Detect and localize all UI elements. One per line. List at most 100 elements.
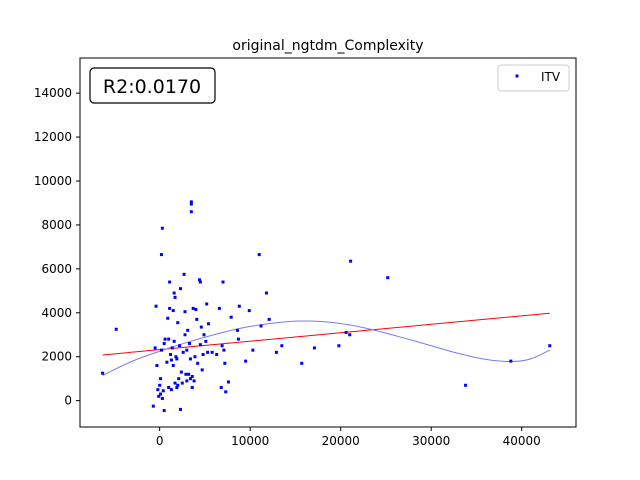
data-point	[165, 360, 169, 364]
data-point	[229, 315, 233, 319]
data-point	[162, 409, 166, 413]
data-point	[235, 328, 239, 332]
data-point	[156, 388, 160, 392]
data-point	[237, 304, 241, 308]
data-point	[172, 291, 176, 295]
data-point	[217, 306, 221, 310]
data-point	[197, 278, 201, 282]
data-point	[221, 280, 225, 284]
data-point	[247, 309, 251, 313]
y-tick-label: 14000	[34, 86, 72, 100]
data-point	[178, 407, 182, 411]
data-point	[215, 353, 219, 357]
data-point	[175, 357, 179, 361]
y-tick-label: 12000	[34, 130, 72, 144]
data-point	[189, 210, 193, 214]
data-point	[162, 342, 166, 346]
data-point	[349, 259, 353, 263]
data-point	[188, 357, 192, 361]
data-point	[185, 379, 189, 383]
data-point	[158, 383, 162, 387]
data-point	[509, 359, 513, 363]
data-point	[280, 344, 284, 348]
data-point	[193, 355, 197, 359]
data-point	[202, 333, 206, 337]
data-point	[168, 306, 172, 310]
data-point	[189, 200, 193, 204]
data-point	[194, 307, 198, 311]
data-point	[192, 379, 196, 383]
data-point	[155, 364, 159, 367]
data-point	[187, 372, 191, 376]
data-point	[174, 355, 178, 359]
data-point	[184, 372, 188, 376]
data-point	[196, 361, 200, 365]
data-point	[206, 350, 210, 354]
data-point	[154, 304, 158, 308]
data-point	[191, 306, 195, 310]
data-point	[226, 380, 230, 384]
data-point	[210, 350, 214, 354]
polynomial-fit-curve	[102, 320, 550, 376]
data-point	[173, 381, 177, 385]
x-tick-label: 40000	[503, 434, 541, 448]
data-point	[159, 392, 163, 396]
data-point	[181, 350, 185, 354]
data-point	[168, 280, 172, 284]
x-tick-label: 20000	[322, 434, 360, 448]
data-point	[188, 377, 192, 381]
data-point	[205, 302, 209, 306]
data-point	[178, 344, 182, 348]
data-point	[337, 344, 341, 348]
data-point	[101, 371, 105, 375]
data-point	[348, 333, 352, 337]
data-point	[160, 226, 164, 230]
data-point	[169, 353, 173, 357]
x-tick-label: 30000	[412, 434, 450, 448]
chart-title: original_ngtdm_Complexity	[232, 38, 423, 54]
data-point	[175, 385, 179, 389]
x-axis: 0 10000 20000 30000 40000	[156, 427, 541, 448]
data-point	[160, 396, 164, 400]
data-point	[188, 342, 192, 346]
y-tick-label: 2000	[41, 350, 72, 364]
data-point	[153, 346, 157, 350]
data-point	[171, 309, 175, 313]
plot-frame	[79, 57, 577, 428]
data-point	[178, 287, 182, 291]
data-point	[195, 317, 199, 321]
legend-label: ITV	[541, 70, 561, 84]
data-point	[169, 388, 173, 392]
data-point	[189, 202, 193, 206]
legend-box	[497, 64, 570, 92]
data-point	[186, 328, 190, 332]
data-point	[300, 361, 304, 365]
linear-fit-line	[102, 312, 550, 356]
data-point	[264, 291, 268, 295]
data-point	[344, 331, 348, 335]
r2-annotation: R2:0.0170	[89, 67, 216, 104]
data-point	[157, 394, 161, 398]
data-point	[185, 348, 189, 352]
data-point	[274, 350, 278, 354]
data-point	[172, 339, 176, 343]
data-point	[173, 295, 177, 299]
data-point	[259, 324, 263, 328]
data-point	[180, 381, 184, 385]
data-point	[176, 321, 180, 325]
data-point	[114, 327, 118, 331]
data-point	[386, 276, 390, 280]
data-point	[198, 343, 202, 347]
data-point	[177, 377, 181, 381]
data-point	[219, 385, 223, 389]
data-point	[169, 358, 173, 362]
data-point	[183, 333, 187, 337]
y-tick-label: 6000	[41, 262, 72, 276]
data-point	[163, 337, 167, 341]
data-point	[257, 253, 261, 257]
y-tick-label: 10000	[34, 174, 72, 188]
data-point	[236, 337, 240, 341]
y-tick-label: 0	[64, 394, 72, 408]
r2-annotation-text: R2:0.0170	[103, 76, 201, 98]
